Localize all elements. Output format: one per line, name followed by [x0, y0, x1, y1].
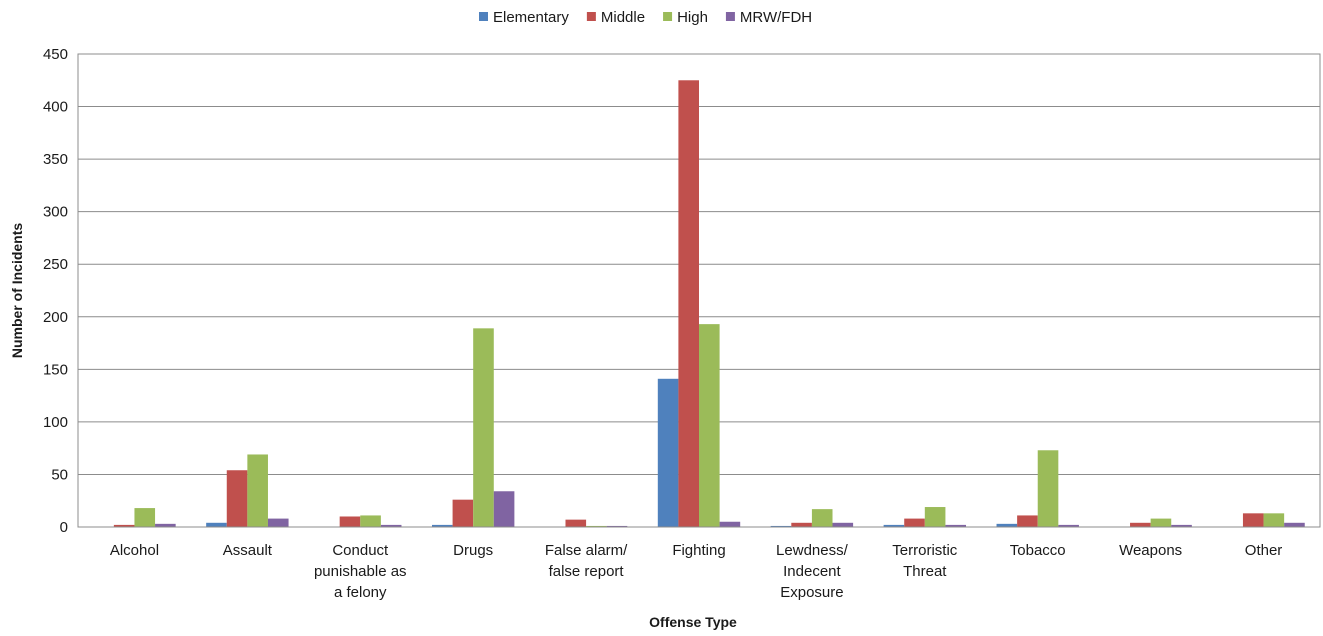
bar-middle-5 — [678, 80, 699, 528]
bar-middle-7 — [904, 518, 925, 527]
bar-mrw-fdh-7 — [945, 524, 967, 527]
bar-mrw-fdh-3 — [493, 491, 515, 527]
y-tick-label: 300 — [43, 204, 68, 221]
axes — [77, 53, 1321, 528]
x-category-label: Conduct punishable as a felony — [314, 542, 407, 601]
legend-label: Middle — [601, 9, 645, 26]
bars — [113, 80, 1305, 528]
legend-swatch — [725, 12, 735, 21]
legend-item-elementary: Elementary — [479, 9, 569, 26]
legend-item-mrw-fdh: MRW/FDH — [725, 9, 812, 26]
bar-high-1 — [247, 454, 268, 527]
y-tick-labels: 0 50 100 150 200 250 300 350 400 450 — [43, 46, 68, 536]
bar-middle-2 — [339, 516, 361, 527]
bar-middle-3 — [452, 499, 474, 527]
bar-mrw-fdh-10 — [1284, 522, 1305, 527]
bar-high-10 — [1263, 513, 1285, 527]
bar-high-5 — [699, 324, 720, 527]
x-category-label: Fighting — [672, 542, 725, 559]
bar-high-8 — [1037, 450, 1059, 527]
bar-middle-8 — [1017, 515, 1038, 527]
bar-elementary-8 — [996, 523, 1018, 527]
bar-mrw-fdh-9 — [1171, 524, 1192, 527]
bar-high-0 — [134, 508, 156, 527]
legend-label: High — [677, 9, 708, 26]
legend-swatch — [586, 12, 596, 21]
y-tick-label: 450 — [43, 46, 68, 63]
y-tick-label: 0 — [60, 519, 68, 536]
bar-high-2 — [360, 515, 381, 527]
bar-mrw-fdh-1 — [267, 518, 289, 527]
bar-mrw-fdh-2 — [380, 524, 402, 527]
y-tick-label: 350 — [43, 151, 68, 168]
bar-elementary-6 — [770, 525, 792, 527]
y-tick-label: 200 — [43, 309, 68, 326]
legend-label: MRW/FDH — [740, 9, 812, 26]
bar-elementary-5 — [657, 378, 679, 527]
x-axis-title: Offense Type — [649, 614, 737, 630]
y-tick-label: 250 — [43, 256, 68, 273]
x-category-label: Other — [1245, 542, 1283, 559]
bar-high-9 — [1150, 518, 1172, 527]
bar-elementary-1 — [206, 522, 227, 527]
bar-middle-4 — [565, 519, 587, 527]
x-category-label: Alcohol — [110, 542, 159, 559]
x-category-label: Assault — [223, 542, 273, 559]
y-tick-label: 150 — [43, 361, 68, 378]
bar-high-7 — [924, 507, 946, 527]
x-category-labels: Alcohol Assault Conduct punishable as a felo… — [110, 542, 1282, 601]
x-category-label: Drugs — [453, 542, 493, 559]
bar-high-3 — [473, 328, 494, 527]
legend-swatch — [663, 12, 673, 21]
bar-elementary-7 — [883, 524, 905, 527]
bar-mrw-fdh-4 — [606, 525, 628, 527]
legend-label: Elementary — [493, 9, 569, 26]
y-axis-title: Number of Incidents — [9, 223, 25, 359]
x-category-label: Tobacco — [1010, 542, 1066, 559]
bar-high-6 — [811, 509, 833, 527]
bar-middle-9 — [1130, 522, 1151, 527]
y-tick-label: 400 — [43, 99, 68, 116]
bar-middle-6 — [791, 522, 812, 527]
legend-swatch — [479, 12, 488, 21]
x-category-label: Weapons — [1119, 542, 1182, 559]
bar-mrw-fdh-5 — [719, 521, 741, 527]
legend-item-middle: Middle — [586, 9, 645, 26]
bar-mrw-fdh-0 — [155, 523, 176, 527]
x-category-label: False alarm/false report — [545, 542, 628, 580]
legend: Elementary Middle High MRW/FDH — [479, 9, 812, 26]
bar-middle-1 — [226, 470, 248, 527]
bar-middle-0 — [113, 524, 135, 527]
y-tick-label: 100 — [43, 414, 68, 431]
bar-mrw-fdh-6 — [832, 522, 854, 527]
bar-high-4 — [586, 525, 607, 527]
bar-mrw-fdh-8 — [1058, 524, 1079, 527]
x-category-label: Lewdness/Indecent Exposure — [776, 542, 849, 601]
bar-elementary-3 — [431, 524, 453, 527]
bar-middle-10 — [1242, 513, 1264, 527]
y-tick-label: 50 — [51, 466, 68, 483]
x-category-label: Terroristic Threat — [892, 542, 958, 580]
legend-item-high: High — [663, 9, 708, 26]
